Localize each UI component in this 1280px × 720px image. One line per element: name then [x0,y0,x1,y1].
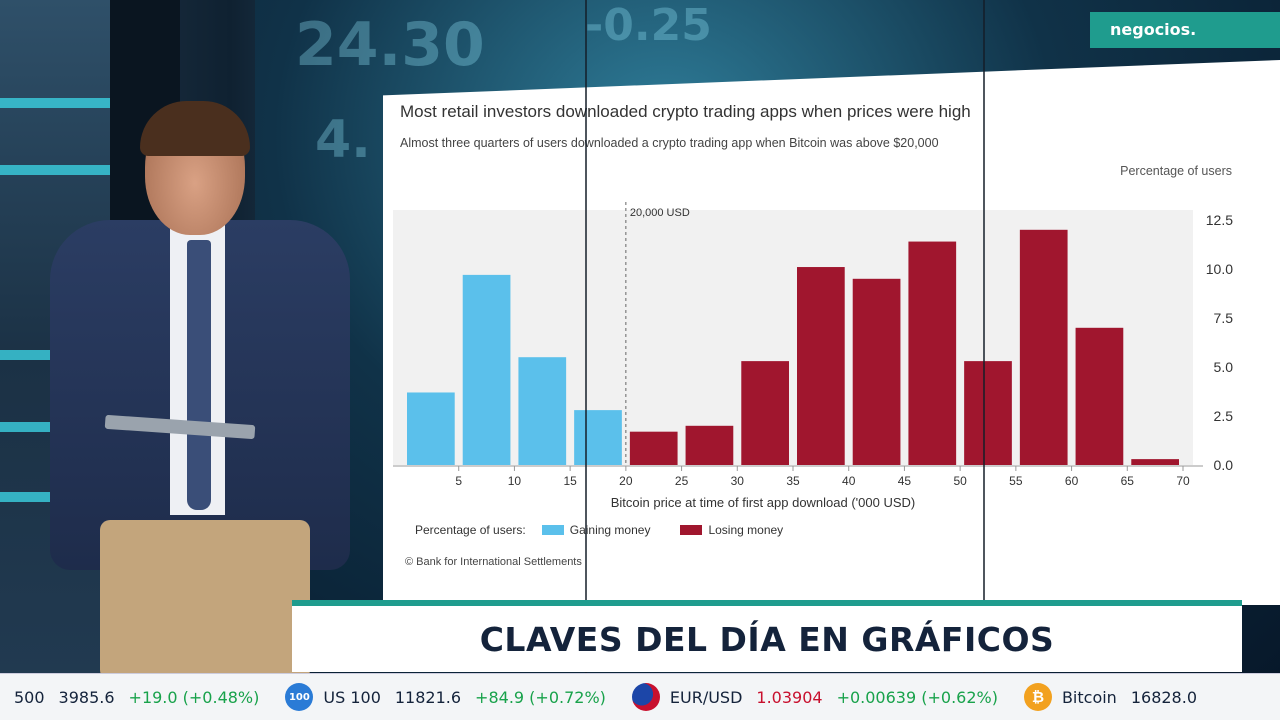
ticker-name: EUR/USD [669,687,743,707]
bar-losing [1131,459,1179,465]
ticker-change: +84.9 (+0.72%) [475,687,606,707]
x-tick-label: 20 [619,474,633,488]
bar-gaining [462,274,511,465]
y-tick-label: 12.5 [1206,212,1233,228]
bar-losing [629,431,678,465]
legend-item-gaining: Gaining money [534,523,651,537]
x-tick-label: 60 [1065,474,1079,488]
us100-icon: 100 [285,683,314,711]
wall-light-stripe [0,98,110,108]
ticker-value: 16828.0 [1130,687,1197,707]
channel-logo: negocios. [1090,12,1280,48]
ticker-item-sp500: 500 3985.6 +19.0 (+0.48%) [0,688,271,707]
legend-swatch-gaining [541,525,564,535]
chart-title: Most retail investors downloaded crypto … [400,102,971,121]
x-axis-label: Bitcoin price at time of first app downl… [611,495,916,510]
x-tick-label: 40 [842,474,856,488]
bar-losing [797,267,845,465]
background-number: 4. [315,110,371,170]
ticker-item-us100: 100 US 100 11821.6 +84.9 (+0.72%) [271,683,618,711]
studio-frame-line [983,0,985,680]
presenter-hair [140,101,250,156]
x-tick-label: 15 [563,474,577,488]
y-tick-label: 5.0 [1214,359,1234,375]
chart-subtitle: Almost three quarters of users downloade… [400,136,939,150]
ticker-name: US 100 [323,687,381,707]
x-tick-label: 25 [675,474,689,488]
x-tick-label: 45 [898,474,912,488]
y-tick-label: 0.0 [1214,457,1234,473]
chart-panel: Most retail investors downloaded crypto … [383,60,1280,605]
bar-losing [852,278,901,465]
ticker-item-bitcoin: ₿ Bitcoin 16828.0 [1010,683,1223,711]
bar-losing [964,361,1012,465]
studio-frame-line [585,0,587,680]
legend-swatch-losing [680,525,703,535]
chart-source: © Bank for International Settlements [405,556,582,568]
legend-item-losing: Losing money [672,523,783,537]
y-axis-unit-label: Percentage of users [1120,164,1232,178]
x-tick-label: 30 [731,474,745,488]
x-tick-label: 10 [508,474,522,488]
threshold-annotation: 20,000 USD [630,207,690,219]
wall-light-stripe [0,165,110,175]
plot-background [393,210,1193,465]
ticker-value: 1.03904 [756,687,823,707]
legend-label-gaining: Gaining money [569,523,651,537]
ticker-item-eurusd: EUR/USD 1.03904 +0.00639 (+0.62%) [618,683,1010,711]
eur-usd-flag-icon [631,683,660,711]
bar-gaining [407,392,455,465]
ticker-name: Bitcoin [1061,687,1117,707]
bar-losing [685,425,734,465]
lower-third: CLAVES DEL DÍA EN GRÁFICOS [292,600,1242,672]
legend-label-losing: Losing money [708,523,784,537]
x-tick-label: 35 [786,474,800,488]
bar-chart: 20,000 USD 5 10 15 20 25 30 35 40 45 50 55 60 65 70 Bit… [393,202,1234,510]
y-tick-label: 2.5 [1214,408,1234,424]
chart-legend: Percentage of users: Gaining money Losin… [415,523,783,537]
bar-losing [1019,229,1068,465]
y-tick-label: 7.5 [1214,310,1234,326]
ticker-change: +19.0 (+0.48%) [128,687,260,707]
presenter-tie [187,240,211,510]
background-number: -0.25 [585,0,712,51]
background-number: 24.30 [295,10,485,80]
x-tick-label: 70 [1176,474,1190,488]
bar-gaining [574,410,622,465]
bar-gaining [518,357,567,465]
ticker-change: +0.00639 (+0.62%) [836,687,998,707]
x-tick-label: 5 [455,474,462,488]
market-ticker: 500 3985.6 +19.0 (+0.48%) 100 US 100 118… [0,673,1280,720]
ticker-value: 3985.6 [58,687,115,707]
y-tick-label: 10.0 [1206,261,1233,277]
legend-title: Percentage of users: [415,523,526,537]
x-tick-label: 50 [953,474,967,488]
presenter [40,101,360,680]
bar-losing [1075,327,1124,465]
ticker-value: 11821.6 [394,687,462,707]
x-tick-label: 55 [1009,474,1023,488]
presenter-pants [100,520,310,680]
bar-losing [908,241,957,465]
x-tick-label: 65 [1121,474,1135,488]
ticker-name: 500 [14,687,45,707]
bar-losing [741,361,789,465]
headline: CLAVES DEL DÍA EN GRÁFICOS [479,620,1055,659]
bitcoin-icon: ₿ [1023,683,1052,711]
